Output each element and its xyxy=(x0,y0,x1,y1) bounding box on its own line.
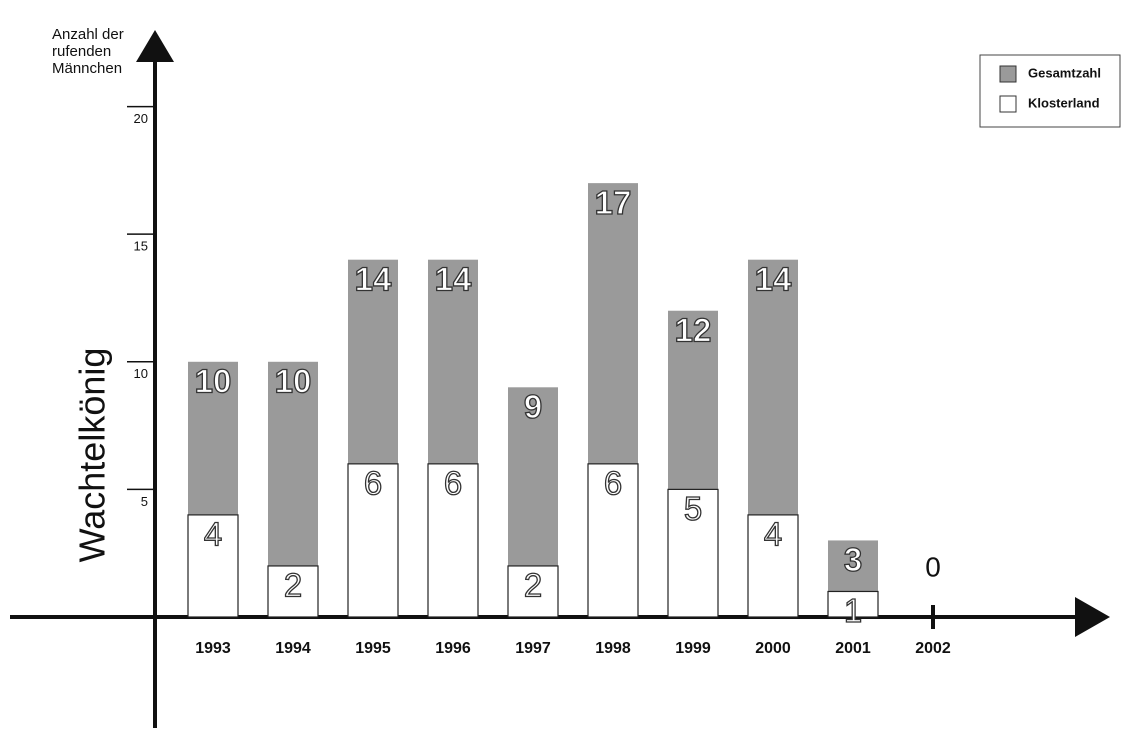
y-axis-label: Anzahl der rufenden Männchen xyxy=(52,26,124,77)
value-label: 6 xyxy=(364,465,382,502)
bar xyxy=(267,565,319,618)
value-label: 10 xyxy=(195,363,232,400)
bar xyxy=(427,463,479,618)
bar xyxy=(747,514,799,618)
y-tick-label: 20 xyxy=(134,111,148,126)
legend-label: Klosterland xyxy=(1028,95,1100,110)
bar xyxy=(667,488,719,618)
value-label: 3 xyxy=(844,541,862,578)
value-label: 6 xyxy=(444,465,462,502)
value-label: 2 xyxy=(524,567,542,604)
y-tick-label: 15 xyxy=(134,239,148,254)
x-tick-label: 1995 xyxy=(355,640,391,657)
legend-swatch xyxy=(999,95,1017,113)
value-label: 10 xyxy=(275,363,312,400)
value-label: 9 xyxy=(524,388,542,425)
x-tick-label: 1996 xyxy=(435,640,471,657)
x-tick-label: 1998 xyxy=(595,640,631,657)
y-tick-label: 5 xyxy=(141,494,148,509)
x-axis-arrow xyxy=(1075,597,1110,637)
x-tick-label: 1993 xyxy=(195,640,231,657)
legend-label: Gesamtzahl xyxy=(1028,65,1101,80)
bar xyxy=(187,514,239,618)
value-label: 6 xyxy=(604,465,622,502)
value-label: 5 xyxy=(684,490,702,527)
value-label: 14 xyxy=(355,260,392,297)
x-tick-label: 1994 xyxy=(275,640,311,657)
legend-swatch xyxy=(999,65,1017,83)
x-tick-label: 2002 xyxy=(915,640,951,657)
value-label: 2 xyxy=(284,567,302,604)
value-label: 14 xyxy=(435,260,472,297)
chart-title: Wachtelkönig xyxy=(72,348,113,563)
value-label: 4 xyxy=(764,516,782,553)
value-label: 4 xyxy=(204,516,222,553)
x-tick-label: 1997 xyxy=(515,640,551,657)
bar xyxy=(347,463,399,618)
value-label: 12 xyxy=(675,311,712,348)
bar xyxy=(507,565,559,618)
value-label: 0 xyxy=(925,551,941,582)
value-label: 1 xyxy=(844,592,862,629)
x-tick-label: 2001 xyxy=(835,640,871,657)
bar xyxy=(587,463,639,618)
y-axis-arrow xyxy=(136,30,174,62)
value-label: 17 xyxy=(595,184,632,221)
bar xyxy=(827,590,879,618)
x-tick-label: 2000 xyxy=(755,640,791,657)
value-label: 14 xyxy=(755,260,792,297)
y-tick-label: 10 xyxy=(134,366,148,381)
x-tick-label: 1999 xyxy=(675,640,711,657)
